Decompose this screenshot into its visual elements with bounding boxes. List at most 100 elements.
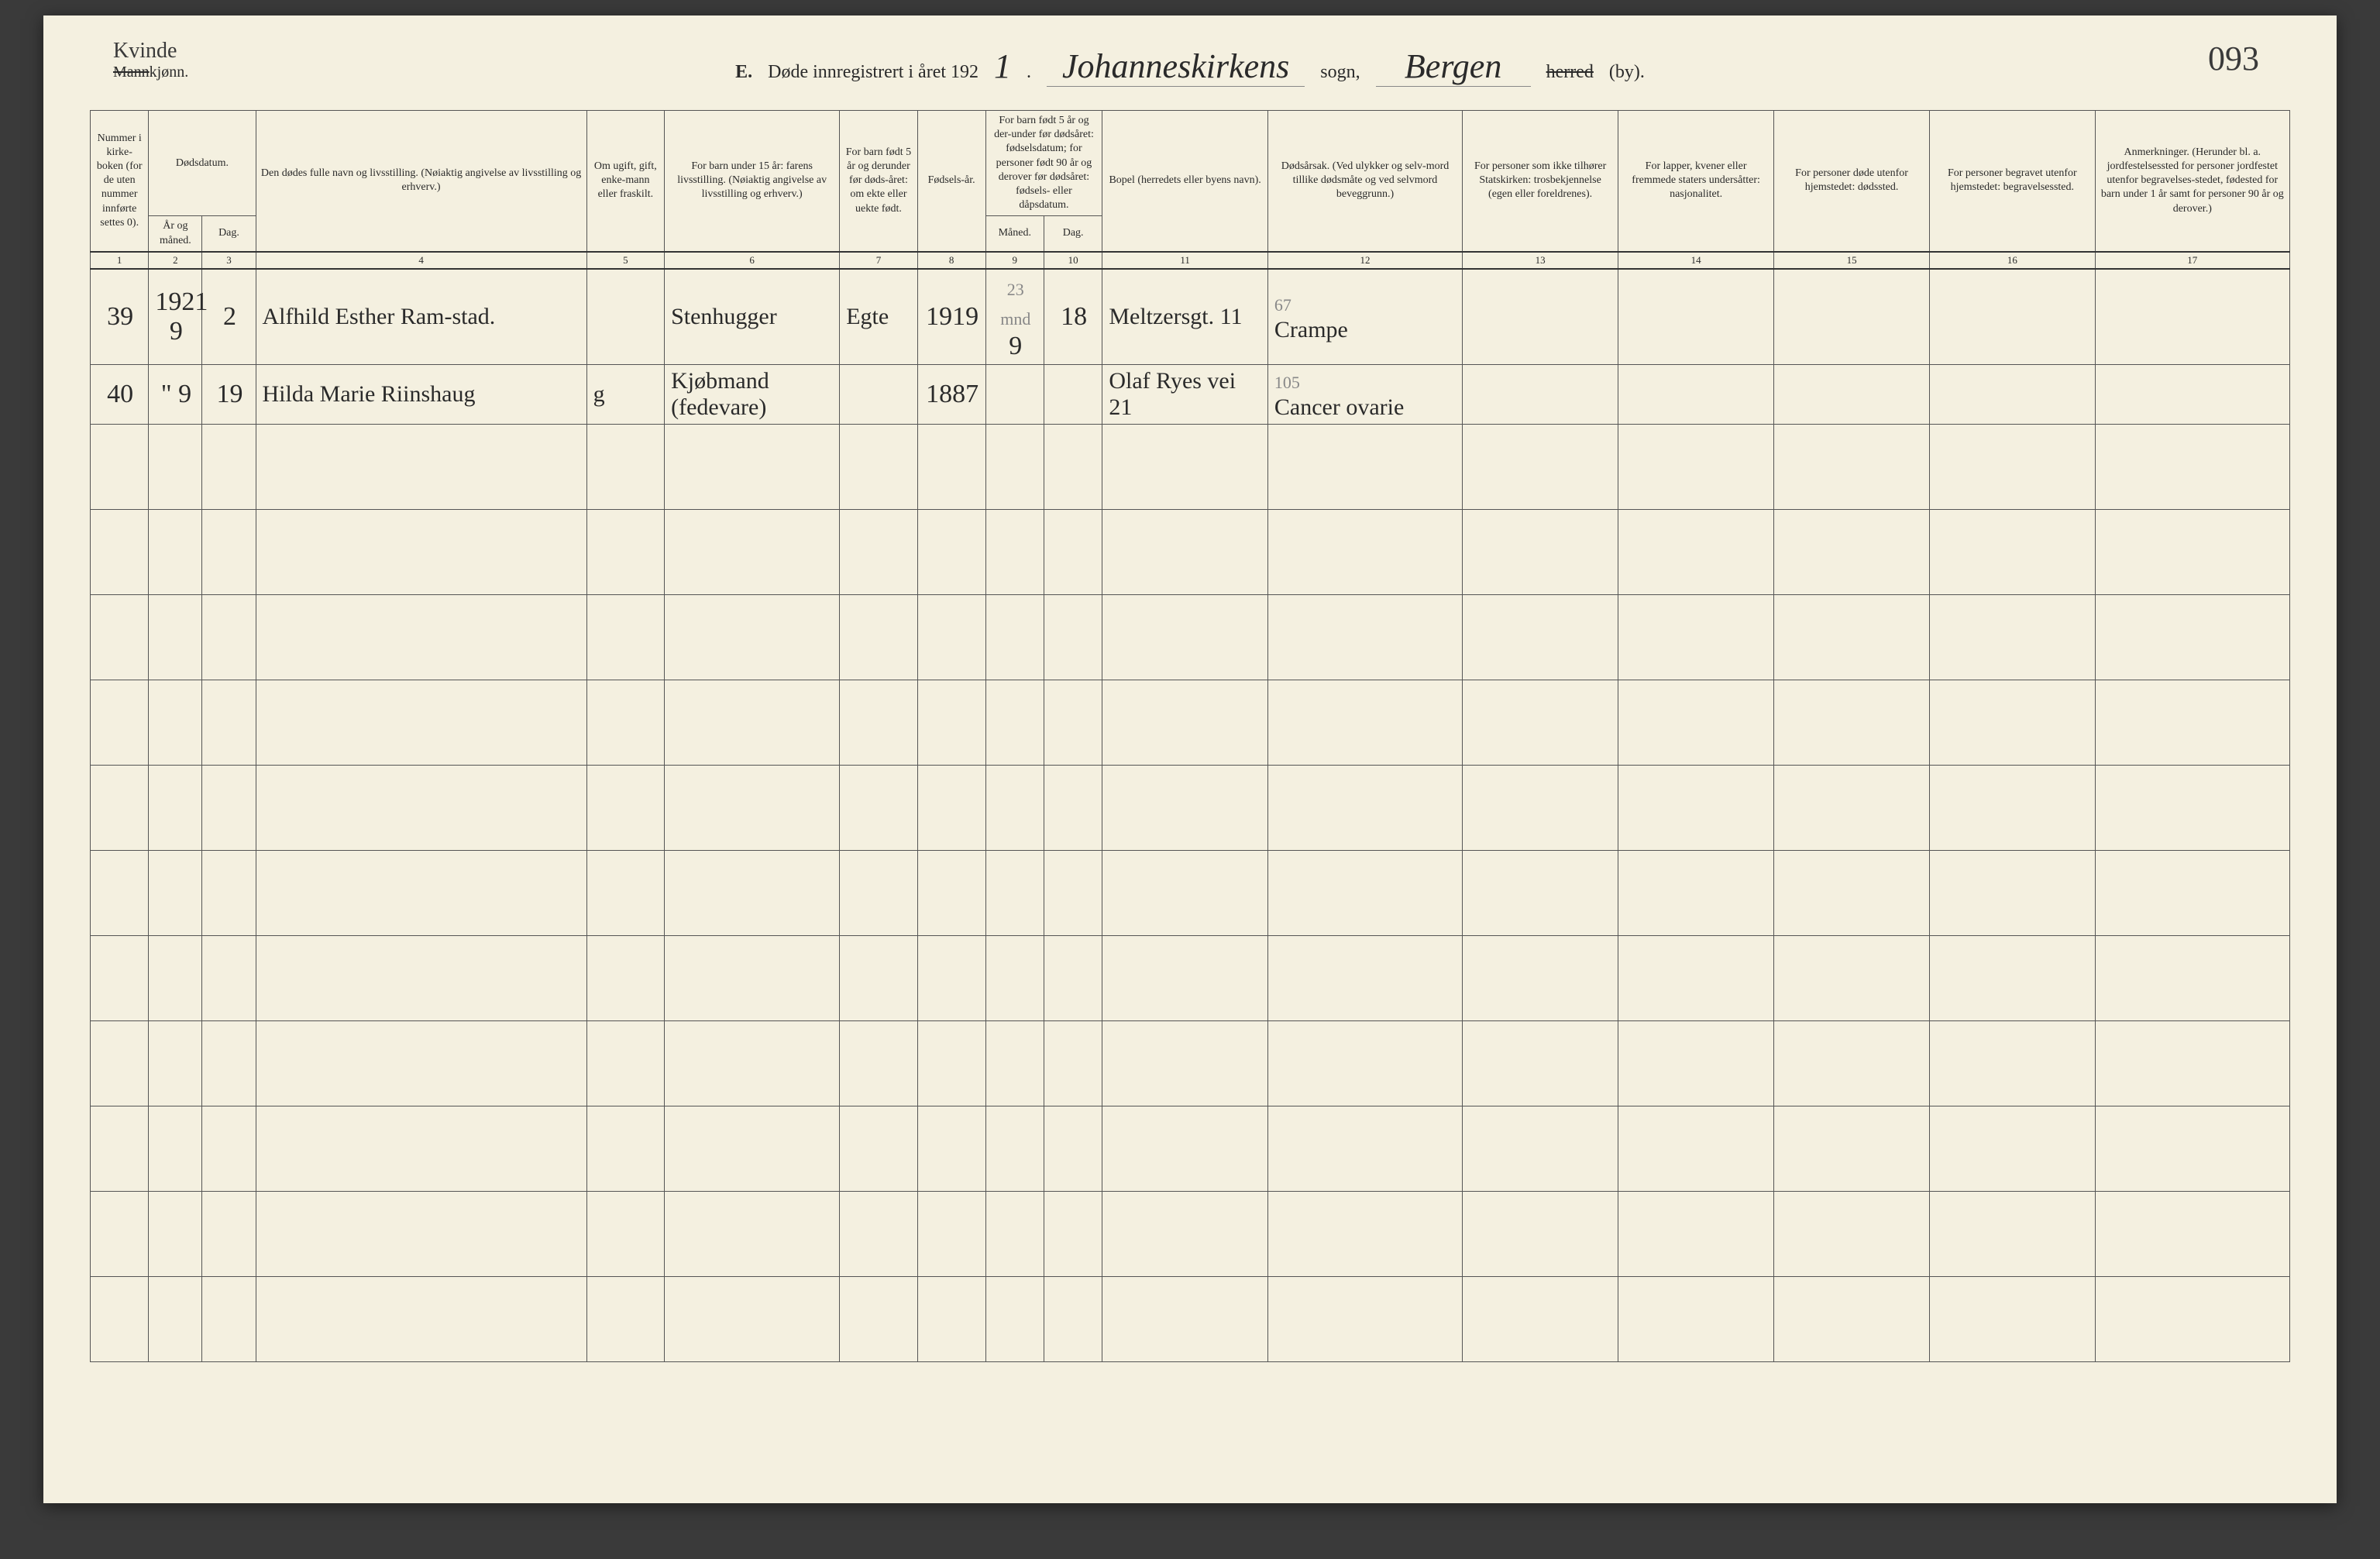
empty-cell: [1102, 1191, 1268, 1276]
header-title: E. Døde innregistrert i året 1921. Johan…: [735, 46, 1645, 87]
empty-cell: [917, 1106, 985, 1191]
year-suffix: 1: [994, 46, 1011, 86]
colnum: 4: [256, 252, 586, 269]
empty-cell: [586, 594, 664, 680]
row-c17: [2095, 364, 2289, 424]
empty-cell: [2095, 765, 2289, 850]
row-bmonth: 23 mnd9: [985, 269, 1044, 365]
row-c16: [1930, 269, 2096, 365]
row-marital: [586, 269, 664, 365]
empty-cell: [1102, 935, 1268, 1020]
empty-cell: [1267, 1191, 1462, 1276]
empty-cell: [1774, 1020, 1930, 1106]
table-row-empty: [91, 1106, 2290, 1191]
row-father: Kjøbmand (fedevare): [665, 364, 840, 424]
empty-cell: [985, 935, 1044, 1020]
empty-cell: [1930, 509, 2096, 594]
col-header-11: Bopel (herredets eller byens navn).: [1102, 111, 1268, 252]
empty-cell: [665, 1020, 840, 1106]
empty-cell: [840, 935, 917, 1020]
row-legit: Egte: [840, 269, 917, 365]
empty-cell: [91, 1020, 149, 1106]
empty-cell: [1267, 765, 1462, 850]
row-year-month: 1921 9: [149, 269, 202, 365]
gender-block: Kvinde Mannkjønn.: [113, 39, 188, 81]
empty-cell: [1463, 1276, 1618, 1361]
empty-cell: [1774, 424, 1930, 509]
empty-cell: [202, 509, 256, 594]
empty-cell: [91, 850, 149, 935]
empty-cell: [1044, 1020, 1102, 1106]
empty-cell: [1044, 765, 1102, 850]
empty-cell: [1463, 424, 1618, 509]
empty-cell: [202, 680, 256, 765]
empty-cell: [1930, 680, 2096, 765]
ledger-page: Kvinde Mannkjønn. E. Døde innregistrert …: [43, 15, 2337, 1503]
empty-cell: [840, 1020, 917, 1106]
row-c14: [1618, 364, 1774, 424]
empty-cell: [1618, 680, 1774, 765]
empty-cell: [1044, 594, 1102, 680]
empty-cell: [840, 1276, 917, 1361]
table-row-empty: [91, 850, 2290, 935]
empty-cell: [2095, 509, 2289, 594]
row-name: Hilda Marie Riinshaug: [256, 364, 586, 424]
col-header-16: For personer begravet utenfor hjemstedet…: [1930, 111, 2096, 252]
empty-cell: [149, 680, 202, 765]
empty-cell: [2095, 1106, 2289, 1191]
empty-cell: [1618, 1106, 1774, 1191]
empty-cell: [1930, 1191, 2096, 1276]
col-header-9: Måned.: [985, 216, 1044, 252]
empty-cell: [1267, 935, 1462, 1020]
empty-cell: [91, 765, 149, 850]
row-bopel: Olaf Ryes vei 21: [1102, 364, 1268, 424]
empty-cell: [256, 594, 586, 680]
empty-cell: [1930, 1106, 2096, 1191]
colnum: 7: [840, 252, 917, 269]
table-row-empty: [91, 1191, 2290, 1276]
empty-cell: [1102, 680, 1268, 765]
empty-cell: [1774, 1191, 1930, 1276]
empty-cell: [665, 1276, 840, 1361]
gender-suffix: kjønn.: [150, 64, 189, 81]
herred-value: Bergen: [1376, 46, 1531, 87]
empty-cell: [985, 680, 1044, 765]
empty-cell: [985, 1191, 1044, 1276]
empty-cell: [149, 1276, 202, 1361]
empty-cell: [1044, 424, 1102, 509]
row-day: 2: [202, 269, 256, 365]
colnum: 1: [91, 252, 149, 269]
empty-cell: [2095, 680, 2289, 765]
empty-cell: [256, 680, 586, 765]
empty-cell: [149, 509, 202, 594]
empty-cell: [1267, 1106, 1462, 1191]
row-cause: 105Cancer ovarie: [1267, 364, 1462, 424]
empty-cell: [1930, 1020, 2096, 1106]
empty-cell: [1044, 509, 1102, 594]
row-c15: [1774, 364, 1930, 424]
empty-cell: [91, 509, 149, 594]
table-row-empty: [91, 765, 2290, 850]
empty-cell: [917, 1020, 985, 1106]
row-c13: [1463, 269, 1618, 365]
empty-cell: [91, 594, 149, 680]
row-c16: [1930, 364, 2096, 424]
empty-cell: [985, 1020, 1044, 1106]
empty-cell: [985, 594, 1044, 680]
empty-cell: [1618, 850, 1774, 935]
empty-cell: [665, 509, 840, 594]
colnum: 11: [1102, 252, 1268, 269]
row-bday: [1044, 364, 1102, 424]
table-row-empty: [91, 1276, 2290, 1361]
sogn-label: sogn,: [1320, 62, 1360, 83]
page-number: 093: [2208, 39, 2259, 78]
empty-cell: [202, 850, 256, 935]
empty-cell: [1463, 850, 1618, 935]
col-header-17: Anmerkninger. (Herunder bl. a. jordfeste…: [2095, 111, 2289, 252]
empty-cell: [2095, 594, 2289, 680]
row-c13: [1463, 364, 1618, 424]
empty-cell: [586, 765, 664, 850]
empty-cell: [586, 1020, 664, 1106]
empty-cell: [917, 1276, 985, 1361]
col-header-2top: Dødsdatum.: [149, 111, 256, 216]
